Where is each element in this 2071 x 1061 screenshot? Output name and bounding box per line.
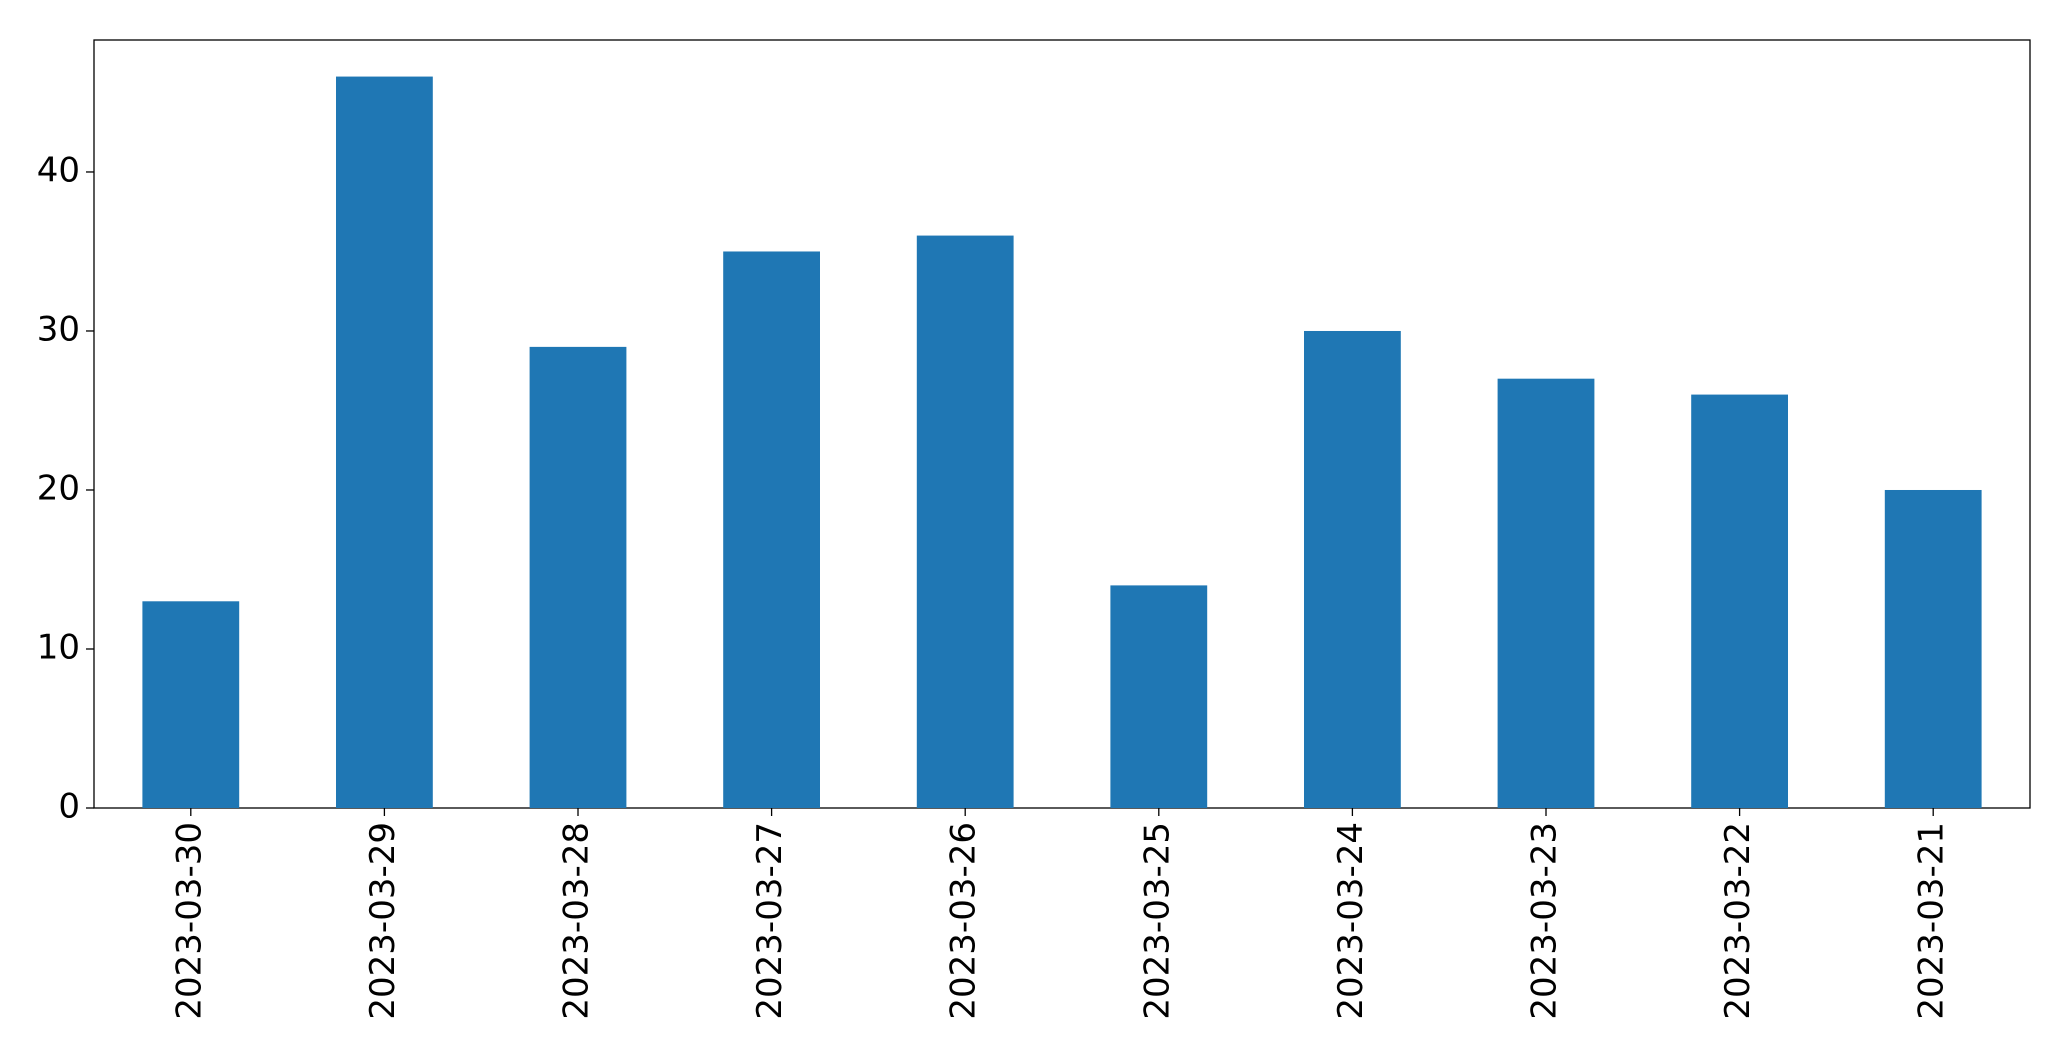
bar: [1110, 585, 1208, 808]
plot-frame: [93, 39, 2031, 809]
y-tick-label: 40: [37, 150, 80, 190]
bar: [142, 601, 240, 808]
bar: [336, 76, 433, 809]
x-tick-label: 2023-03-26: [944, 822, 984, 1020]
bar: [916, 235, 1014, 808]
x-tick-label: 2023-03-22: [1718, 822, 1758, 1020]
x-tick-label: 2023-03-24: [1331, 822, 1371, 1020]
bar: [1304, 330, 1401, 808]
bar: [723, 251, 820, 808]
bar: [1884, 489, 1982, 808]
y-tick-label: 30: [37, 309, 80, 349]
x-tick-label: 2023-03-28: [557, 822, 597, 1020]
y-tick-label: 20: [37, 468, 80, 508]
bar: [529, 346, 627, 808]
x-tick-label: 2023-03-27: [750, 822, 790, 1020]
x-tick-label: 2023-03-30: [169, 822, 209, 1020]
x-tick-label: 2023-03-29: [363, 822, 403, 1020]
x-tick-label: 2023-03-21: [1912, 822, 1952, 1020]
y-tick-label: 10: [37, 627, 80, 667]
x-tick-label: 2023-03-25: [1137, 822, 1177, 1020]
x-tick-label: 2023-03-23: [1525, 822, 1565, 1020]
bar: [1691, 394, 1788, 808]
y-tick-label: 0: [58, 787, 80, 827]
bar: [1497, 378, 1595, 808]
